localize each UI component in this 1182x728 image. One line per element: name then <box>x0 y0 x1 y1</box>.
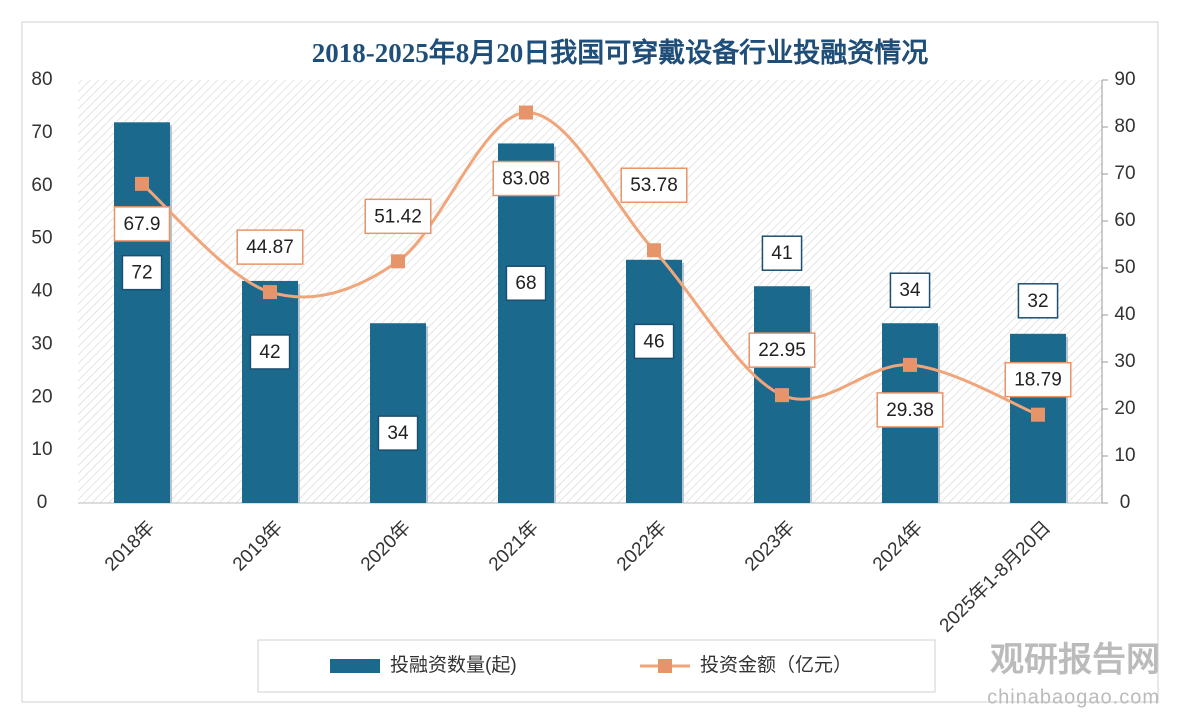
y-tick-label: 20 <box>31 386 52 407</box>
y-tick-label: 60 <box>31 175 52 196</box>
data-label-group: 32 <box>1017 283 1059 319</box>
data-label: 34 <box>899 280 921 301</box>
data-label-box <box>1017 283 1059 319</box>
chart-title: 2018-2025年8月20日我国可穿戴设备行业投融资情况 <box>312 37 929 68</box>
data-label-group: 34 <box>889 272 931 308</box>
y2-tick-label: 50 <box>1114 257 1135 278</box>
data-label: 46 <box>643 331 664 352</box>
data-label-box <box>364 198 432 235</box>
y-tick-label: 40 <box>31 281 52 302</box>
data-label-group: 42 <box>249 334 291 370</box>
data-label: 29.38 <box>886 400 934 421</box>
data-label-box <box>113 206 171 242</box>
data-label: 83.08 <box>502 169 550 190</box>
data-label-group: 22.95 <box>748 332 816 368</box>
data-label-group: 72 <box>121 254 163 291</box>
data-label: 42 <box>259 342 280 363</box>
data-label-group: 83.08 <box>492 160 560 197</box>
data-label-group: 68 <box>505 265 547 301</box>
data-label-group: 34 <box>377 415 419 451</box>
y-tick-label: 10 <box>31 439 52 460</box>
y-tick-label: 30 <box>31 333 52 354</box>
data-label-box <box>249 334 291 370</box>
y-tick-label: 0 <box>37 492 48 513</box>
y2-tick-label: 80 <box>1114 116 1135 137</box>
data-label-box <box>633 323 675 360</box>
y2-tick-label: 40 <box>1114 304 1135 325</box>
line-marker <box>519 105 533 120</box>
data-label-box <box>620 167 688 203</box>
data-label: 44.87 <box>246 237 294 258</box>
data-label: 72 <box>131 263 152 284</box>
data-label-group: 53.78 <box>620 167 688 203</box>
bar <box>242 280 298 503</box>
data-label-box <box>377 415 419 451</box>
data-label-group: 46 <box>633 323 675 360</box>
line <box>141 111 1039 417</box>
data-label-box <box>492 160 560 197</box>
legend-swatch-marker <box>658 659 672 673</box>
y-tick-label: 70 <box>31 122 52 143</box>
y2-tick-label: 20 <box>1114 398 1135 419</box>
line-marker <box>135 176 149 191</box>
data-label-group: 18.79 <box>1004 361 1072 398</box>
data-label-group: 51.42 <box>364 198 432 235</box>
line-marker <box>391 254 405 269</box>
data-label: 32 <box>1027 291 1048 312</box>
line-marker <box>903 357 917 372</box>
line-marker <box>263 285 277 300</box>
y-tick-label: 80 <box>31 69 52 90</box>
line-marker <box>1031 407 1045 422</box>
data-label: 34 <box>387 423 409 444</box>
legend-label: 投资金额（亿元） <box>700 654 852 676</box>
data-label-box <box>889 272 931 308</box>
data-label-box <box>505 265 547 301</box>
bar <box>498 143 554 503</box>
y2-tick-label: 60 <box>1114 210 1135 231</box>
data-label-group: 67.9 <box>113 206 171 242</box>
legend-swatch <box>330 659 380 673</box>
data-label-group: 29.38 <box>876 392 944 428</box>
data-label: 41 <box>771 243 792 264</box>
data-label-box <box>761 235 803 271</box>
data-label-box <box>121 254 163 291</box>
bar <box>626 259 682 503</box>
watermark-url: chinabaogao.com <box>987 686 1160 708</box>
data-label: 67.9 <box>124 214 161 235</box>
data-label: 22.95 <box>758 340 806 361</box>
data-label: 68 <box>515 273 536 294</box>
data-label-box <box>236 229 304 265</box>
data-label-group: 41 <box>761 235 803 271</box>
bar <box>370 323 426 503</box>
data-label: 51.42 <box>374 206 422 227</box>
y-tick-label: 50 <box>31 228 52 249</box>
y2-tick-label: 10 <box>1114 445 1135 466</box>
line-marker <box>775 388 789 403</box>
plot-area <box>78 80 1102 503</box>
y2-tick-label: 70 <box>1114 163 1135 184</box>
y2-tick-label: 90 <box>1114 69 1135 90</box>
data-label-group: 44.87 <box>236 229 304 265</box>
watermark: 观研报告网 <box>990 641 1160 679</box>
legend-label: 投融资数量(起) <box>390 654 517 676</box>
line-marker <box>647 243 661 258</box>
data-label-box <box>748 332 816 368</box>
data-label: 53.78 <box>630 175 678 196</box>
data-label-box <box>1004 361 1072 398</box>
y2-tick-label: 0 <box>1120 492 1131 513</box>
y2-tick-label: 30 <box>1114 351 1135 372</box>
data-label-box <box>876 392 944 428</box>
data-label: 18.79 <box>1014 370 1062 391</box>
